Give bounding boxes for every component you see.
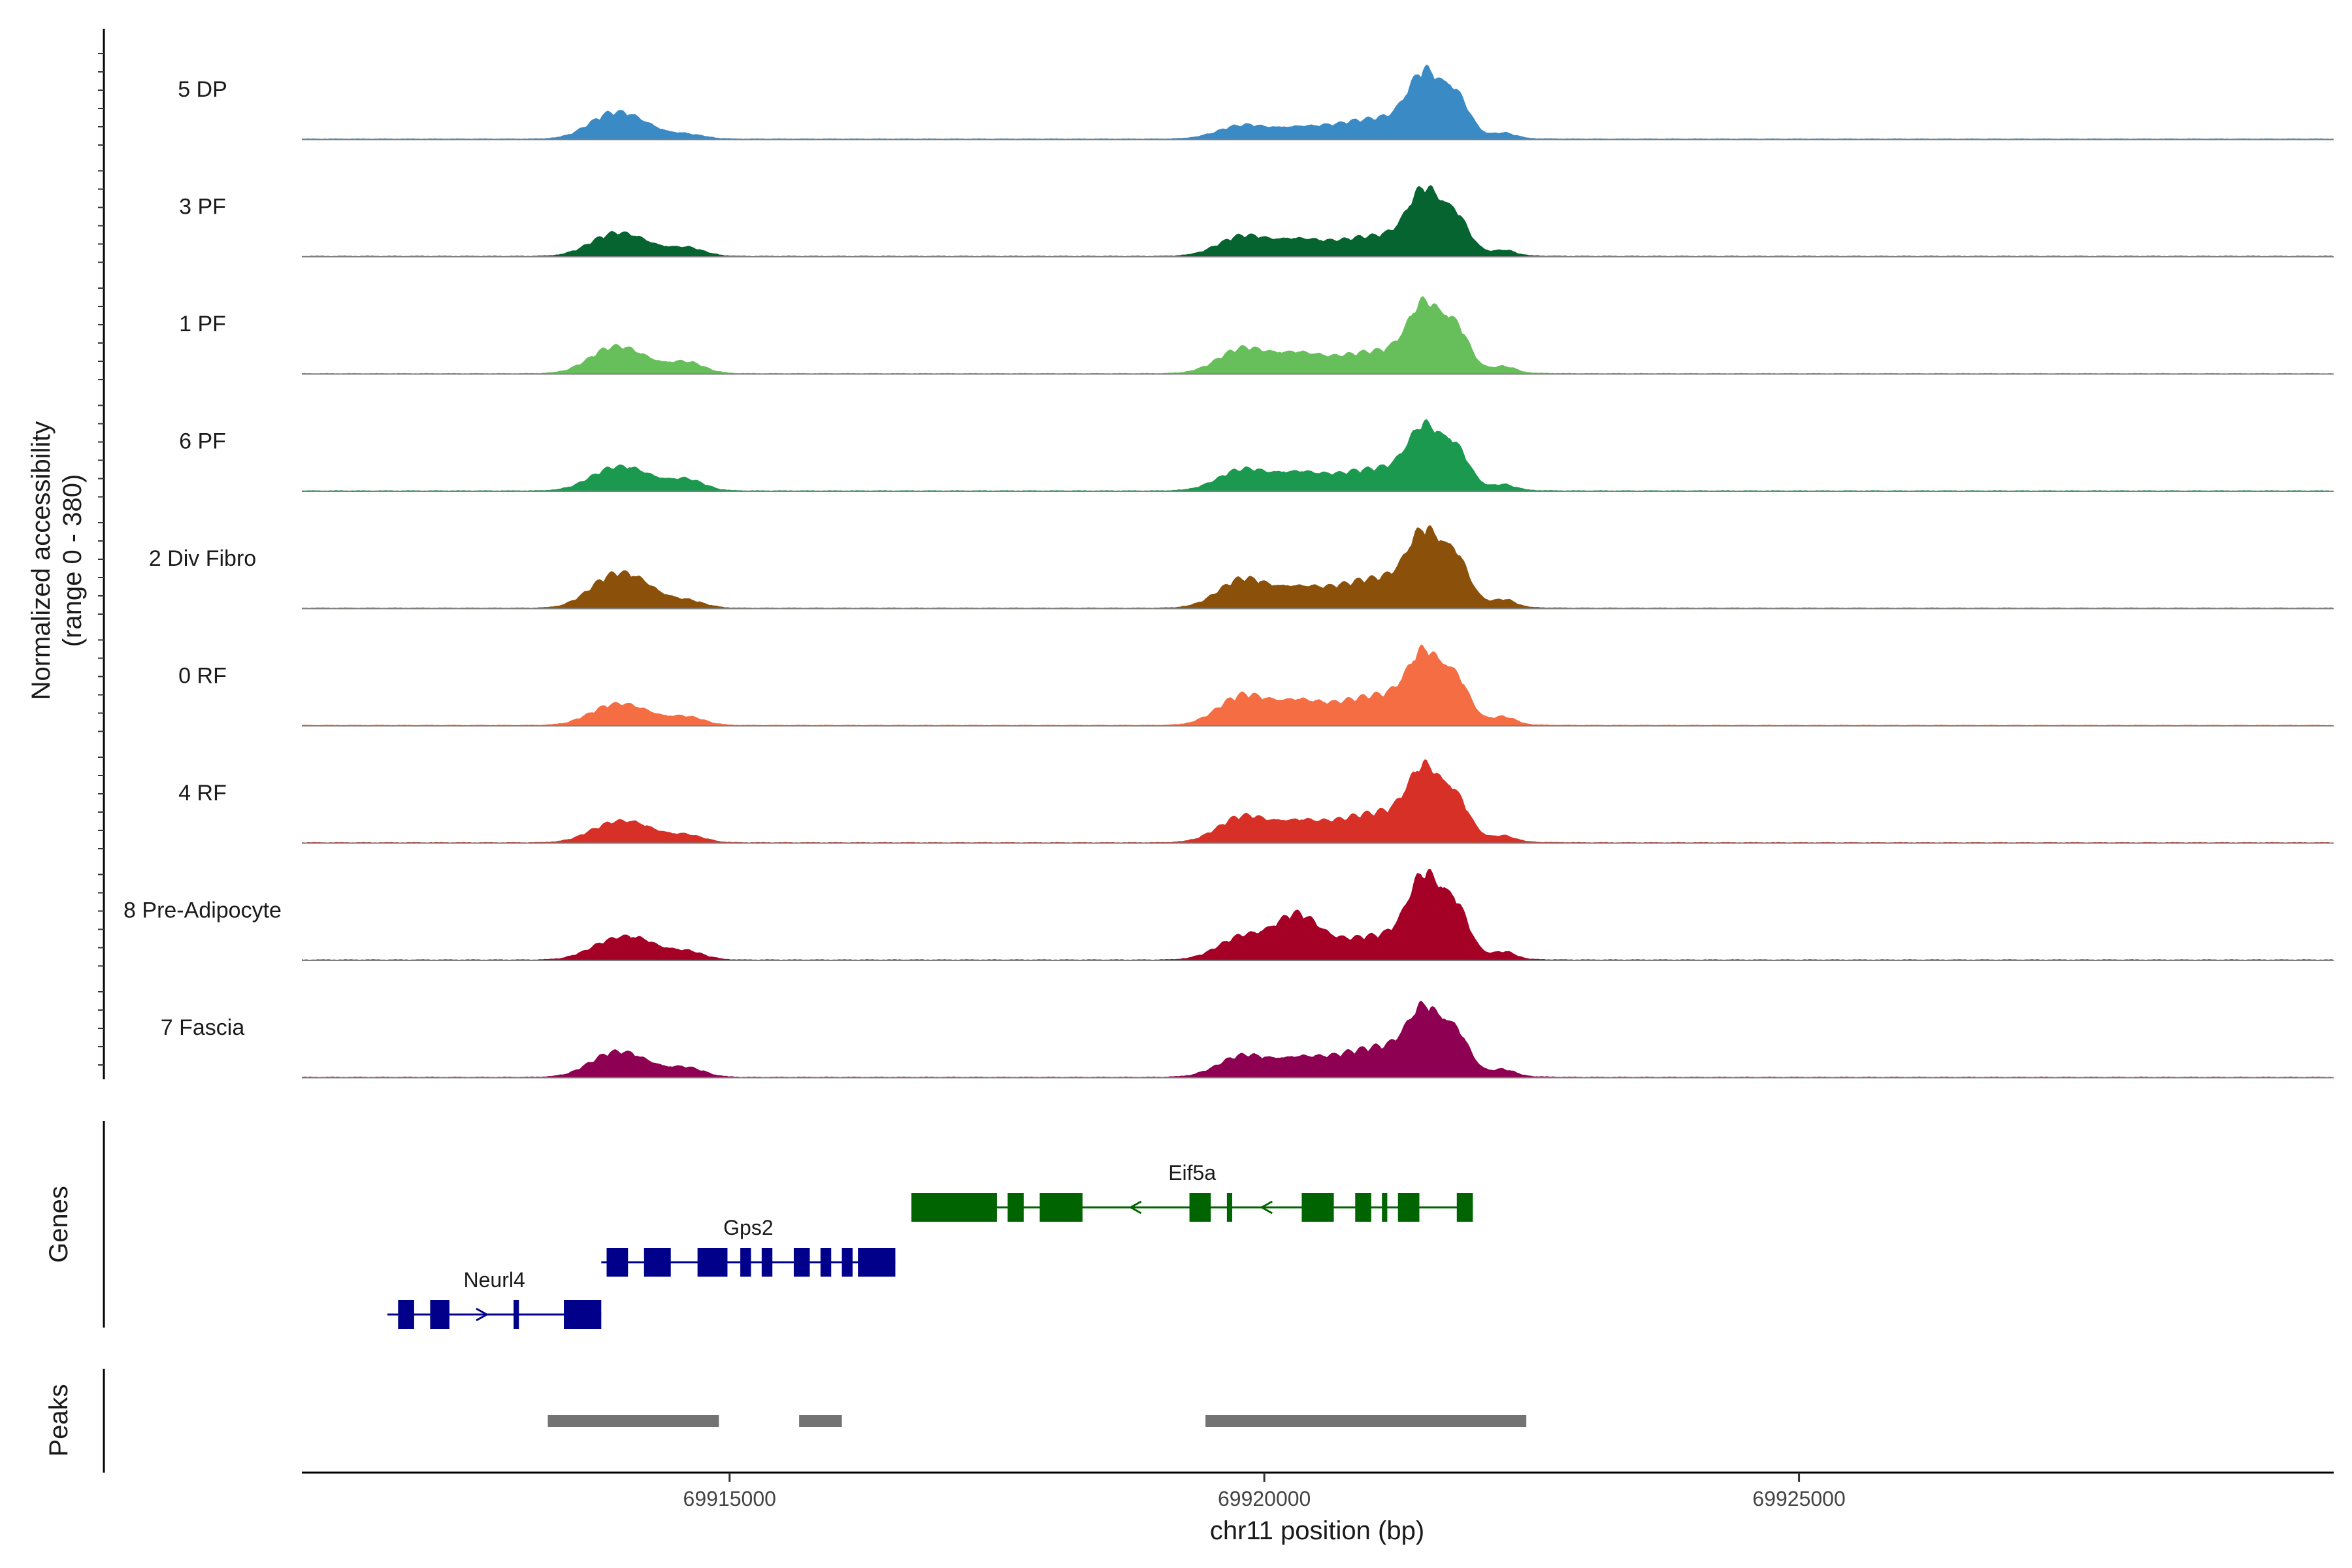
coverage-tracks: 5 DP 3 PF 1 PF 6 PF 2 Div Fibro 0 RF 4 RF 8 Pre…: [123, 64, 2334, 1079]
x-axis: 69915000 69920000 69925000: [302, 1471, 2334, 1511]
gene-exon: [1301, 1193, 1334, 1222]
coverage-area: [302, 1000, 2334, 1078]
track-3-pf: 3 PF: [179, 185, 2334, 257]
gene-neurl4: Neurl4: [387, 1268, 602, 1329]
track-0-rf: 0 RF: [178, 644, 2334, 727]
coverage-area: [302, 296, 2334, 374]
gene-eif5a: Eif5a: [911, 1161, 1473, 1222]
gene-exon: [841, 1248, 853, 1277]
gene-exon: [1007, 1193, 1024, 1222]
track-2-div-fibro: 2 Div Fibro: [149, 525, 2334, 610]
coverage-area: [302, 419, 2334, 491]
gene-exon: [1189, 1193, 1211, 1222]
track-label: 4 RF: [178, 781, 227, 806]
coverage-area: [302, 644, 2334, 726]
x-axis-title: chr11 position (bp): [1210, 1516, 1424, 1545]
gene-exon: [1226, 1193, 1233, 1222]
coverage-area: [302, 64, 2334, 140]
track-label: 5 DP: [178, 77, 227, 102]
track-6-pf: 6 PF: [179, 419, 2334, 492]
strand-arrow: [1260, 1200, 1273, 1215]
gene-exon: [606, 1248, 629, 1277]
coverage-area: [302, 525, 2334, 609]
gene-gps2: Gps2: [601, 1216, 896, 1277]
track-label: 8 Pre-Adipocyte: [123, 898, 282, 923]
genes-panel-title: Genes: [44, 1186, 73, 1263]
track-4-rf: 4 RF: [178, 759, 2334, 844]
gene-label: Eif5a: [1168, 1161, 1216, 1184]
track-1-pf: 1 PF: [179, 296, 2334, 375]
coverage-area: [302, 185, 2334, 257]
coverage-area: [302, 759, 2334, 843]
peak-bar: [799, 1415, 842, 1427]
track-label: 3 PF: [179, 195, 226, 220]
track-7-fascia: 7 Fascia: [161, 1000, 2334, 1079]
track-label: 6 PF: [179, 429, 226, 454]
gene-exon: [740, 1248, 751, 1277]
gene-exon: [430, 1300, 449, 1329]
gene-exon: [793, 1248, 810, 1277]
track-8-pre-adipocyte: 8 Pre-Adipocyte: [123, 868, 2334, 961]
track-label: 7 Fascia: [161, 1015, 245, 1040]
track-5-dp: 5 DP: [178, 64, 2334, 140]
gene-exon: [1039, 1193, 1083, 1222]
x-tick-label: 69925000: [1752, 1487, 1845, 1511]
gene-exon: [644, 1248, 671, 1277]
coverage-area: [302, 868, 2334, 960]
peak-bar: [1205, 1415, 1527, 1427]
gene-exon: [858, 1248, 896, 1277]
gene-label: Neurl4: [463, 1268, 525, 1292]
gene-exon: [1355, 1193, 1371, 1222]
gene-exon: [1397, 1193, 1420, 1222]
gene-exon: [398, 1300, 414, 1329]
y-axis: [98, 29, 105, 1079]
y-axis-title-line-2: (range 0 - 380): [58, 474, 87, 647]
peak-track: [547, 1415, 1527, 1427]
gene-track: Eif5a Gps2 Neurl4: [387, 1161, 1473, 1329]
y-axis-title-line-1: Normalized accessibility: [27, 421, 56, 700]
gene-exon: [697, 1248, 728, 1277]
x-tick-label: 69920000: [1218, 1487, 1311, 1511]
gene-exon: [1382, 1193, 1388, 1222]
track-label: 0 RF: [178, 664, 227, 689]
strand-arrow: [1128, 1200, 1142, 1215]
gene-exon: [820, 1248, 832, 1277]
gene-label: Gps2: [723, 1216, 773, 1239]
peaks-panel-title: Peaks: [44, 1384, 73, 1456]
track-label: 2 Div Fibro: [149, 546, 256, 571]
peak-bar: [547, 1415, 719, 1427]
gene-exon: [1456, 1193, 1473, 1222]
strand-arrow: [476, 1307, 489, 1322]
gene-exon: [564, 1300, 602, 1329]
track-label: 1 PF: [179, 312, 226, 336]
gene-exon: [761, 1248, 773, 1277]
gene-exon: [514, 1300, 519, 1329]
x-tick-label: 69915000: [683, 1487, 776, 1511]
gene-exon: [911, 1193, 997, 1222]
